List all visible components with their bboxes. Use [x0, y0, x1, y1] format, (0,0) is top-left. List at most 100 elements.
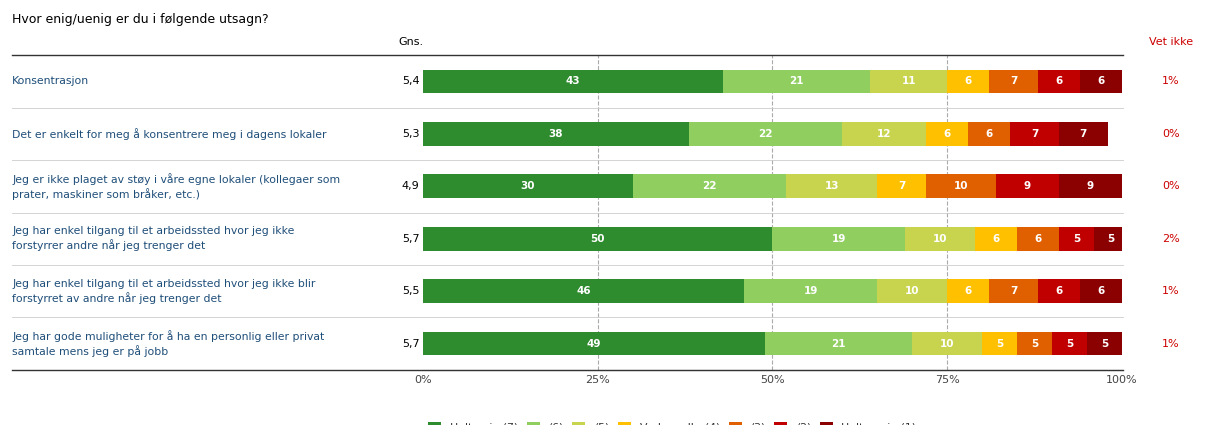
Text: 5: 5 [1107, 234, 1114, 244]
Text: Vet ikke: Vet ikke [1149, 37, 1193, 47]
Text: 5,7: 5,7 [402, 339, 419, 348]
Text: 5,4: 5,4 [402, 76, 419, 86]
Bar [946, 70, 989, 93]
Bar [878, 175, 926, 198]
Text: 6: 6 [1097, 76, 1105, 86]
Bar [1080, 70, 1122, 93]
Text: 1%: 1% [1162, 286, 1179, 296]
Bar [765, 332, 912, 355]
Text: 5: 5 [1101, 339, 1108, 348]
Bar [842, 122, 926, 146]
Text: 7: 7 [1031, 129, 1038, 139]
Legend: Helt enig (7), (6), (5), Verken eller(4), (3), (2), Helt uenig (1): Helt enig (7), (6), (5), Verken eller(4)… [428, 422, 916, 425]
Bar [969, 122, 1010, 146]
Text: Jeg har enkel tilgang til et arbeidssted hvor jeg ikke
forstyrrer andre når jeg : Jeg har enkel tilgang til et arbeidssted… [12, 226, 294, 251]
Text: 7: 7 [1010, 286, 1018, 296]
Text: Jeg er ikke plaget av støy i våre egne lokaler (kollegaer som
prater, maskiner s: Jeg er ikke plaget av støy i våre egne l… [12, 173, 341, 200]
Bar [982, 332, 1016, 355]
Bar [905, 227, 975, 250]
Bar [423, 227, 772, 250]
Text: Hvor enig/uenig er du i følgende utsagn?: Hvor enig/uenig er du i følgende utsagn? [12, 13, 268, 26]
Text: 0%: 0% [1162, 129, 1179, 139]
Text: 7: 7 [1010, 76, 1018, 86]
Text: 6: 6 [965, 76, 972, 86]
Text: 10: 10 [954, 181, 969, 191]
Bar [926, 122, 969, 146]
Bar [423, 332, 765, 355]
Bar [423, 70, 723, 93]
Bar [1038, 279, 1080, 303]
Bar [1038, 70, 1080, 93]
Text: 49: 49 [587, 339, 602, 348]
Bar [423, 279, 744, 303]
Text: 6: 6 [965, 286, 972, 296]
Bar [1016, 332, 1052, 355]
Bar [989, 70, 1038, 93]
Text: 9: 9 [1086, 181, 1094, 191]
Text: 30: 30 [521, 181, 535, 191]
Text: 7: 7 [1080, 129, 1087, 139]
Text: 38: 38 [548, 129, 563, 139]
Bar [946, 279, 989, 303]
Bar [870, 70, 946, 93]
Text: Det er enkelt for meg å konsentrere meg i dagens lokaler: Det er enkelt for meg å konsentrere meg … [12, 128, 327, 140]
Bar [1016, 227, 1059, 250]
Text: 1%: 1% [1162, 339, 1179, 348]
Text: 5,3: 5,3 [402, 129, 419, 139]
Text: 5,7: 5,7 [402, 234, 419, 244]
Text: 5: 5 [1031, 339, 1038, 348]
Text: 43: 43 [566, 76, 581, 86]
Bar [1080, 279, 1122, 303]
Bar [744, 279, 877, 303]
Bar [1094, 227, 1129, 250]
Bar [633, 175, 786, 198]
Text: 6: 6 [1097, 286, 1105, 296]
Bar [975, 227, 1016, 250]
Bar [1059, 122, 1108, 146]
Bar [912, 332, 982, 355]
Text: 6: 6 [992, 234, 999, 244]
Text: 13: 13 [825, 181, 839, 191]
Bar [878, 279, 946, 303]
Bar [723, 70, 870, 93]
Text: 6: 6 [1056, 76, 1063, 86]
Text: 50: 50 [591, 234, 604, 244]
Text: 19: 19 [803, 286, 818, 296]
Text: 7: 7 [897, 181, 905, 191]
Bar [926, 175, 996, 198]
Text: Gns.: Gns. [398, 37, 423, 47]
Text: 6: 6 [944, 129, 950, 139]
Text: 19: 19 [831, 234, 846, 244]
Text: 5,5: 5,5 [402, 286, 419, 296]
Text: 1%: 1% [1162, 76, 1179, 86]
Bar [423, 175, 633, 198]
Text: Konsentrasjon: Konsentrasjon [12, 76, 89, 86]
Text: 9: 9 [1024, 181, 1031, 191]
Text: 10: 10 [933, 234, 948, 244]
Text: 12: 12 [877, 129, 891, 139]
Bar [1059, 175, 1122, 198]
Text: 5: 5 [1073, 234, 1080, 244]
Text: 10: 10 [940, 339, 954, 348]
Text: 6: 6 [986, 129, 993, 139]
Text: 0%: 0% [1162, 181, 1179, 191]
Text: 6: 6 [1035, 234, 1042, 244]
Bar [1010, 122, 1059, 146]
Text: 22: 22 [702, 181, 717, 191]
Text: 22: 22 [758, 129, 772, 139]
Text: Jeg har enkel tilgang til et arbeidssted hvor jeg ikke blir
forstyrret av andre : Jeg har enkel tilgang til et arbeidssted… [12, 279, 315, 303]
Bar [772, 227, 905, 250]
Text: Jeg har gode muligheter for å ha en personlig eller privat
samtale mens jeg er p: Jeg har gode muligheter for å ha en pers… [12, 330, 325, 357]
Text: 11: 11 [901, 76, 916, 86]
Text: 10: 10 [905, 286, 920, 296]
Bar [1059, 227, 1094, 250]
Text: 46: 46 [576, 286, 591, 296]
Text: 6: 6 [1056, 286, 1063, 296]
Bar [996, 175, 1059, 198]
Text: 21: 21 [790, 76, 804, 86]
Text: 2%: 2% [1162, 234, 1179, 244]
Bar [786, 175, 877, 198]
Text: 4,9: 4,9 [402, 181, 419, 191]
Bar [989, 279, 1038, 303]
Bar [423, 122, 689, 146]
